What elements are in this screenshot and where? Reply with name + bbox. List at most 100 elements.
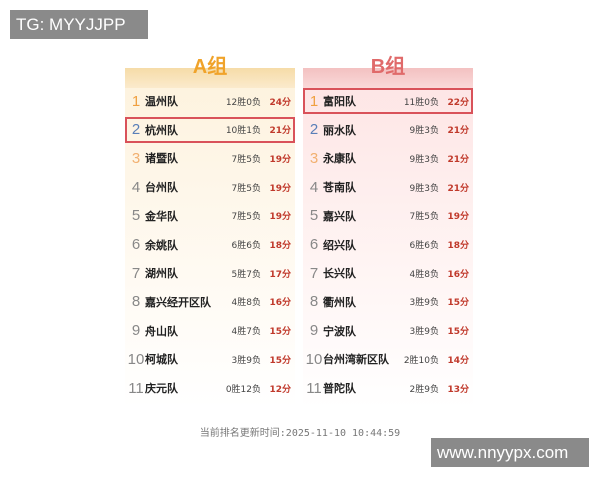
win-loss-record: 4胜8负 bbox=[231, 298, 261, 309]
team-name: 杭州队 bbox=[145, 123, 178, 137]
points: 19分 bbox=[447, 212, 469, 223]
win-loss-record: 4胜8负 bbox=[409, 269, 439, 280]
standing-row: 3 诸暨队 7胜5负 19分 bbox=[125, 145, 295, 171]
points: 13分 bbox=[447, 384, 469, 395]
team-name: 余姚队 bbox=[145, 238, 178, 252]
standing-row: 10 柯城队 3胜9负 15分 bbox=[125, 346, 295, 372]
standing-row: 1 富阳队 11胜0负 22分 bbox=[303, 88, 473, 114]
win-loss-record: 9胜3负 bbox=[409, 126, 439, 137]
team-name: 诸暨队 bbox=[145, 152, 178, 166]
team-name: 长兴队 bbox=[323, 267, 356, 281]
team-name: 嘉兴队 bbox=[323, 209, 356, 223]
rank: 7 bbox=[309, 264, 319, 282]
team-name: 舟山队 bbox=[145, 324, 178, 338]
team-name: 富阳队 bbox=[323, 95, 356, 108]
rank: 1 bbox=[309, 92, 319, 110]
win-loss-record: 9胜3负 bbox=[409, 154, 439, 165]
standing-row: 3 永康队 9胜3负 21分 bbox=[303, 145, 473, 171]
points: 21分 bbox=[447, 154, 469, 165]
win-loss-record: 12胜0负 bbox=[225, 97, 261, 108]
team-name: 绍兴队 bbox=[323, 238, 356, 252]
watermark-bottom-right: www.nnyypx.com bbox=[431, 438, 589, 467]
points: 17分 bbox=[269, 269, 291, 280]
rank: 2 bbox=[309, 121, 319, 139]
points: 15分 bbox=[269, 327, 291, 338]
team-name: 湖州队 bbox=[145, 267, 178, 281]
points: 14分 bbox=[447, 355, 469, 366]
rank: 9 bbox=[309, 322, 319, 340]
standing-row: 11 普陀队 2胜9负 13分 bbox=[303, 375, 473, 401]
group-a-title: A组 bbox=[192, 56, 228, 78]
rank: 3 bbox=[131, 149, 141, 167]
rank: 5 bbox=[131, 207, 141, 225]
standing-row: 7 湖州队 5胜7负 17分 bbox=[125, 260, 295, 286]
standing-row: 10 台州湾新区队 2胜10负 14分 bbox=[303, 346, 473, 372]
standing-row: 2 杭州队 10胜1负 21分 bbox=[125, 116, 295, 143]
team-name: 庆元队 bbox=[145, 382, 178, 395]
win-loss-record: 6胜6负 bbox=[409, 241, 439, 251]
win-loss-record: 9胜3负 bbox=[409, 183, 439, 194]
team-name: 金华队 bbox=[145, 209, 178, 223]
group-a-panel: A组 1 温州队 12胜0负 24分 2 杭州队 10胜1负 21分 3 诸暨队 7… bbox=[125, 56, 295, 408]
standing-row: 6 余姚队 6胜6负 18分 bbox=[125, 232, 295, 258]
points: 19分 bbox=[269, 212, 291, 223]
group-b-title: B组 bbox=[370, 56, 406, 78]
standing-row: 9 宁波队 3胜9负 15分 bbox=[303, 318, 473, 344]
standing-row: 8 嘉兴经开区队 4胜8负 16分 bbox=[125, 289, 295, 315]
win-loss-record: 3胜9负 bbox=[231, 355, 261, 366]
watermark-top-left: TG: MYYJJPP bbox=[10, 10, 148, 39]
points: 18分 bbox=[269, 241, 291, 251]
win-loss-record: 2胜10负 bbox=[403, 355, 439, 366]
group-b-panel: B组 1 富阳队 11胜0负 22分 2 丽水队 9胜3负 21分 3 永康队 9胜… bbox=[303, 56, 473, 408]
win-loss-record: 7胜5负 bbox=[231, 183, 261, 194]
team-name: 丽水队 bbox=[323, 123, 356, 137]
rank: 6 bbox=[131, 236, 141, 253]
standing-row: 5 嘉兴队 7胜5负 19分 bbox=[303, 203, 473, 229]
win-loss-record: 5胜7负 bbox=[231, 269, 261, 280]
standing-row: 2 丽水队 9胜3负 21分 bbox=[303, 117, 473, 143]
win-loss-record: 10胜1负 bbox=[225, 126, 261, 137]
standing-row: 6 绍兴队 6胜6负 18分 bbox=[303, 232, 473, 258]
win-loss-record: 3胜9负 bbox=[409, 327, 439, 338]
win-loss-record: 7胜5负 bbox=[409, 212, 439, 223]
points: 19分 bbox=[269, 154, 291, 165]
win-loss-record: 0胜12负 bbox=[225, 384, 261, 395]
points: 18分 bbox=[447, 241, 469, 251]
standing-row: 4 苍南队 9胜3负 21分 bbox=[303, 174, 473, 200]
points: 12分 bbox=[269, 384, 291, 395]
team-name: 台州湾新区队 bbox=[323, 353, 389, 367]
points: 16分 bbox=[447, 269, 469, 280]
rank: 7 bbox=[131, 264, 141, 282]
win-loss-record: 4胜7负 bbox=[231, 327, 261, 338]
win-loss-record: 6胜6负 bbox=[231, 241, 261, 251]
rank: 10 bbox=[127, 350, 145, 368]
points: 21分 bbox=[269, 126, 291, 137]
panel-header-band bbox=[303, 68, 473, 88]
points: 15分 bbox=[269, 355, 291, 366]
team-name: 宁波队 bbox=[323, 324, 356, 338]
rank: 11 bbox=[306, 379, 322, 397]
points: 21分 bbox=[447, 183, 469, 194]
standing-row: 8 衢州队 3胜9负 15分 bbox=[303, 289, 473, 315]
win-loss-record: 7胜5负 bbox=[231, 154, 261, 165]
win-loss-record: 2胜9负 bbox=[409, 384, 439, 395]
points: 15分 bbox=[447, 298, 469, 309]
rank: 4 bbox=[131, 178, 141, 196]
win-loss-record: 11胜0负 bbox=[403, 97, 439, 108]
rank: 3 bbox=[309, 149, 319, 167]
rank: 10 bbox=[305, 350, 323, 368]
points: 24分 bbox=[269, 97, 291, 108]
rank: 4 bbox=[309, 178, 319, 196]
standing-row: 1 温州队 12胜0负 24分 bbox=[125, 88, 295, 114]
team-name: 苍南队 bbox=[323, 181, 356, 195]
team-name: 温州队 bbox=[145, 95, 178, 108]
points: 19分 bbox=[269, 183, 291, 194]
update-time: 当前排名更新时间:2025-11-10 10:44:59 bbox=[199, 428, 401, 439]
team-name: 普陀队 bbox=[323, 382, 356, 395]
rank: 2 bbox=[131, 121, 141, 139]
win-loss-record: 7胜5负 bbox=[231, 212, 261, 223]
panel-header-band bbox=[125, 68, 295, 88]
standing-row: 5 金华队 7胜5负 19分 bbox=[125, 203, 295, 229]
team-name: 台州队 bbox=[145, 181, 178, 195]
standing-row: 7 长兴队 4胜8负 16分 bbox=[303, 260, 473, 286]
